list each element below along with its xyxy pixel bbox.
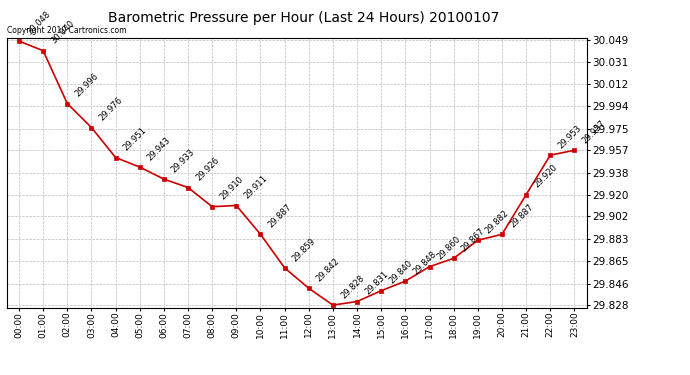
Text: 29.976: 29.976 (97, 96, 124, 123)
Text: 29.933: 29.933 (170, 147, 197, 174)
Text: 29.867: 29.867 (460, 226, 486, 254)
Text: 30.048: 30.048 (25, 9, 52, 36)
Text: 29.957: 29.957 (580, 118, 607, 146)
Text: 29.887: 29.887 (266, 202, 293, 229)
Text: 29.882: 29.882 (484, 209, 511, 236)
Text: 29.910: 29.910 (218, 175, 245, 202)
Text: 29.860: 29.860 (435, 235, 462, 262)
Text: 29.840: 29.840 (387, 259, 414, 286)
Text: 29.828: 29.828 (339, 273, 366, 300)
Text: 29.951: 29.951 (121, 126, 148, 153)
Text: 29.943: 29.943 (146, 135, 172, 162)
Text: 29.831: 29.831 (363, 270, 390, 297)
Text: 30.040: 30.040 (49, 19, 76, 46)
Text: Copyright 2010 Cartronics.com: Copyright 2010 Cartronics.com (7, 26, 126, 35)
Text: 29.926: 29.926 (194, 156, 221, 183)
Text: 29.887: 29.887 (508, 202, 535, 229)
Text: 29.996: 29.996 (73, 72, 100, 99)
Text: 29.859: 29.859 (290, 236, 317, 263)
Text: 29.920: 29.920 (532, 163, 559, 190)
Text: Barometric Pressure per Hour (Last 24 Hours) 20100107: Barometric Pressure per Hour (Last 24 Ho… (108, 11, 500, 25)
Text: 29.842: 29.842 (315, 256, 342, 284)
Text: 29.953: 29.953 (556, 123, 583, 150)
Text: 29.848: 29.848 (411, 249, 438, 276)
Text: 29.911: 29.911 (242, 174, 269, 201)
